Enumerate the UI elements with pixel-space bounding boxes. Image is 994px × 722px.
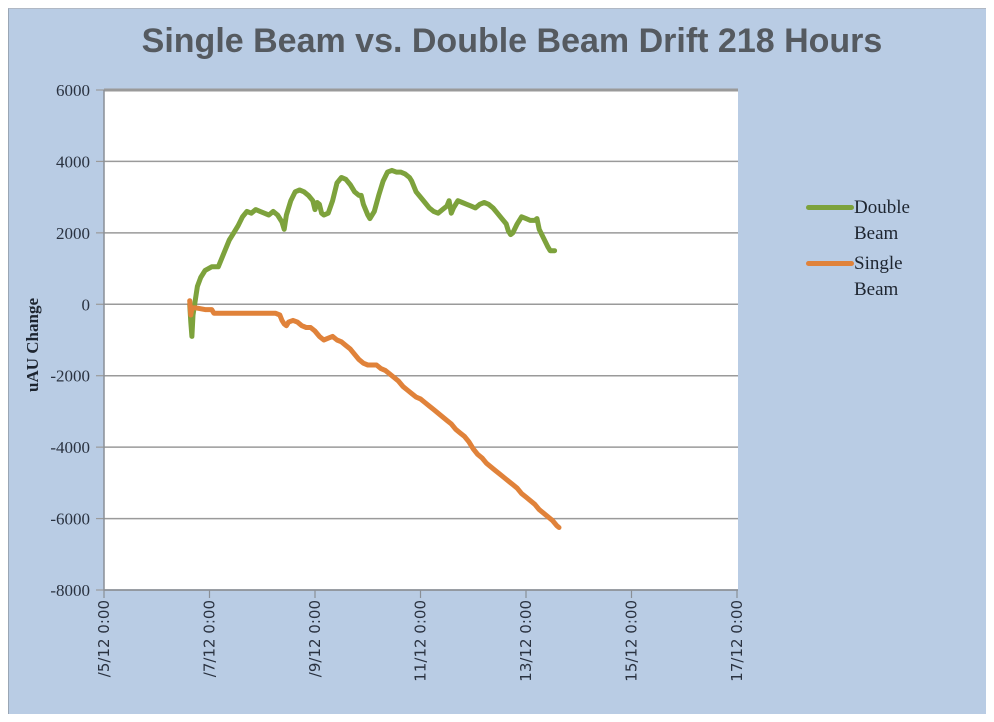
- legend-swatch-single-beam: [806, 261, 854, 266]
- y-tick-label: -6000: [50, 510, 90, 529]
- y-tick-label: -8000: [50, 581, 90, 600]
- legend-label-single-beam: Single Beam: [854, 251, 924, 303]
- x-tick-label: 17/12 0:00: [728, 600, 746, 682]
- legend-text-line: Double: [854, 197, 910, 218]
- chart-title: Single Beam vs. Double Beam Drift 218 Ho…: [141, 22, 883, 60]
- x-tick-label: 11/12 0:00: [412, 600, 430, 682]
- data-series: [187, 167, 562, 530]
- x-axis: /5/12 0:00/7/12 0:00/9/12 0:00 11/12 0:00…: [95, 589, 746, 682]
- legend-text-line: Beam: [854, 223, 899, 244]
- series-line-single-beam: [187, 298, 562, 530]
- y-tick-label: 6000: [56, 81, 90, 100]
- series-line-double-beam: [187, 167, 558, 339]
- y-tick-label: 0: [82, 295, 91, 314]
- x-tick-label: 15/12 0:00: [623, 600, 641, 682]
- legend-text-line: Beam: [854, 279, 899, 300]
- x-tick-label: 13/12 0:00: [517, 600, 535, 682]
- legend-item-single-beam: Single Beam: [806, 251, 924, 303]
- y-tick-label: -2000: [50, 367, 90, 386]
- y-tick-label: -4000: [50, 438, 90, 457]
- y-tick-label: 4000: [56, 152, 90, 171]
- legend-label-double-beam: Double Beam: [854, 195, 924, 247]
- x-tick-label: /5/12 0:00: [95, 600, 113, 677]
- legend-swatch-double-beam: [806, 205, 854, 210]
- legend-text-line: Single: [854, 253, 903, 274]
- legend: Double Beam Single Beam: [806, 195, 924, 307]
- plot-area: [104, 90, 738, 590]
- legend-item-double-beam: Double Beam: [806, 195, 924, 247]
- x-tick-label: /7/12 0:00: [201, 600, 219, 677]
- x-tick-label: /9/12 0:00: [306, 600, 324, 677]
- y-axis-title: uAU Change: [23, 298, 42, 392]
- y-axis: 6000 4000 2000 0 -2000 -4000 -6000 -8000: [50, 81, 105, 600]
- y-tick-label: 2000: [56, 224, 90, 243]
